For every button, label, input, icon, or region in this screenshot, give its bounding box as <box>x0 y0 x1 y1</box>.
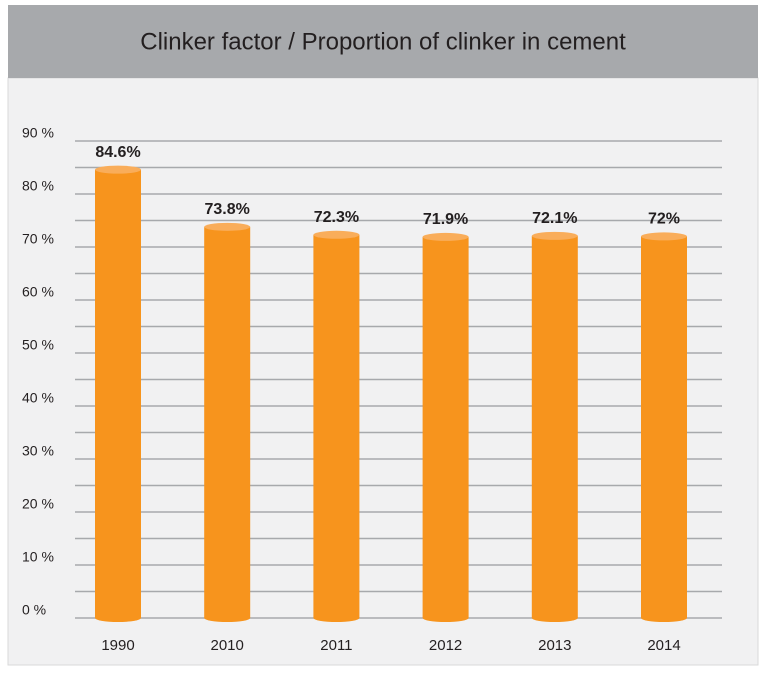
y-tick-label: 40 % <box>22 390 54 406</box>
y-tick-label: 0 % <box>22 602 46 618</box>
bar <box>95 169 141 618</box>
bar <box>313 234 360 618</box>
bar <box>531 235 578 618</box>
x-tick-label: 2012 <box>429 637 462 654</box>
bar <box>641 236 687 618</box>
value-label: 84.6% <box>95 144 140 161</box>
y-tick-label: 10 % <box>22 549 54 565</box>
value-label: 72.3% <box>314 209 359 226</box>
value-label: 72.1% <box>532 210 577 227</box>
y-tick-label: 30 % <box>22 443 54 459</box>
bar-cap <box>641 232 687 241</box>
y-tick-label: 20 % <box>22 496 54 512</box>
bar-cap <box>422 232 469 241</box>
bar-cap <box>95 165 141 174</box>
title-bar <box>8 5 758 78</box>
y-tick-label: 90 % <box>22 125 54 141</box>
value-label: 73.8% <box>205 201 250 218</box>
value-label: 72% <box>648 211 680 228</box>
bar <box>204 226 251 619</box>
x-tick-label: 1990 <box>101 637 134 654</box>
y-tick-label: 60 % <box>22 284 54 300</box>
bar-cap <box>531 231 578 240</box>
x-tick-label: 2013 <box>538 637 571 654</box>
y-tick-label: 50 % <box>22 337 54 353</box>
chart-title: Clinker factor / Proportion of clinker i… <box>140 28 626 55</box>
bar <box>422 236 469 618</box>
bar-cap <box>204 222 251 231</box>
x-tick-label: 2014 <box>647 637 680 654</box>
x-tick-label: 2011 <box>320 637 352 654</box>
value-label: 71.9% <box>423 211 468 228</box>
y-tick-label: 70 % <box>22 231 54 247</box>
x-tick-label: 2010 <box>211 637 244 654</box>
bar-cap <box>313 230 360 239</box>
y-tick-label: 80 % <box>22 178 54 194</box>
